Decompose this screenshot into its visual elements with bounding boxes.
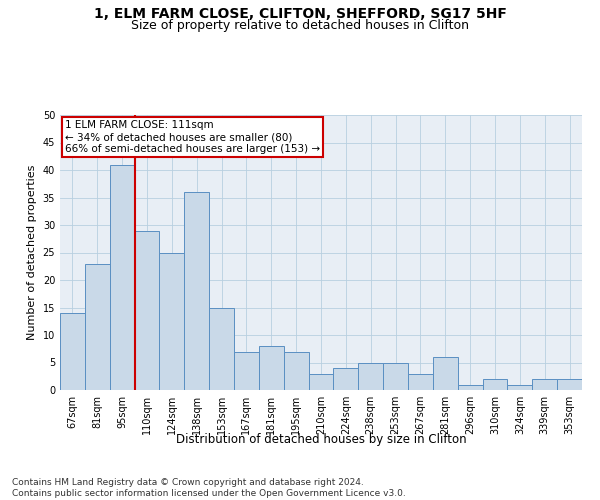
Text: Distribution of detached houses by size in Clifton: Distribution of detached houses by size …	[176, 432, 466, 446]
Bar	[482, 379, 508, 390]
Text: 1 ELM FARM CLOSE: 111sqm
← 34% of detached houses are smaller (80)
66% of semi-d: 1 ELM FARM CLOSE: 111sqm ← 34% of detach…	[65, 120, 320, 154]
Bar	[259, 346, 284, 390]
Text: Size of property relative to detached houses in Clifton: Size of property relative to detached ho…	[131, 19, 469, 32]
Bar	[209, 308, 234, 390]
Bar	[110, 164, 134, 390]
Bar	[160, 252, 184, 390]
Bar	[184, 192, 209, 390]
Bar	[458, 384, 482, 390]
Bar	[308, 374, 334, 390]
Bar	[433, 357, 458, 390]
Bar	[408, 374, 433, 390]
Bar	[358, 362, 383, 390]
Text: Contains HM Land Registry data © Crown copyright and database right 2024.
Contai: Contains HM Land Registry data © Crown c…	[12, 478, 406, 498]
Bar	[383, 362, 408, 390]
Bar	[557, 379, 582, 390]
Y-axis label: Number of detached properties: Number of detached properties	[27, 165, 37, 340]
Bar	[134, 230, 160, 390]
Bar	[508, 384, 532, 390]
Bar	[85, 264, 110, 390]
Text: 1, ELM FARM CLOSE, CLIFTON, SHEFFORD, SG17 5HF: 1, ELM FARM CLOSE, CLIFTON, SHEFFORD, SG…	[94, 8, 506, 22]
Bar	[284, 352, 308, 390]
Bar	[532, 379, 557, 390]
Bar	[60, 313, 85, 390]
Bar	[234, 352, 259, 390]
Bar	[334, 368, 358, 390]
